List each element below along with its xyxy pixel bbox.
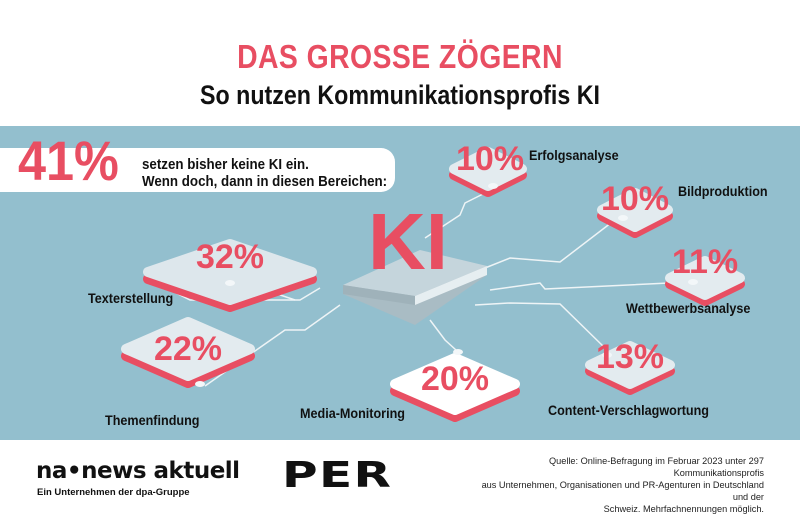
banner-line-2: Wenn doch, dann in diesen Bereichen: [142, 174, 388, 190]
pct-erfolgsanalyse: 10% [455, 140, 525, 178]
source-note: Quelle: Online-Befragung im Februar 2023… [464, 455, 764, 515]
pct-media-monitoring: 20% [420, 360, 490, 398]
pct-content-verschlagwortung: 13% [595, 338, 665, 376]
chip-icon [343, 250, 487, 325]
label-wettbewerbsanalyse: Wettbewerbsanalyse [626, 300, 751, 316]
pct-texterstellung: 32% [195, 238, 265, 276]
banner-text: setzen bisher keine KI ein. Wenn doch, d… [142, 157, 387, 191]
tile-32 [143, 239, 317, 312]
ki-label: KI [368, 197, 448, 286]
tile-11 [665, 256, 745, 306]
banner-line-1: setzen bisher keine KI ein. [142, 157, 309, 173]
label-media-monitoring: Media-Monitoring [300, 405, 405, 421]
source-line-2: aus Unternehmen, Organisationen und PR-A… [481, 480, 764, 502]
tile-20 [390, 353, 520, 422]
page-title: DAS GROSSE ZÖGERN [237, 38, 563, 75]
page-subtitle: So nutzen Kommunikationsprofis KI [200, 80, 600, 110]
news-aktuell-tagline: Ein Unternehmen der dpa-Gruppe [37, 487, 190, 498]
tile-22 [121, 317, 255, 388]
pct-wettbewerbsanalyse: 11% [671, 243, 739, 281]
source-line-3: Schweiz. Mehrfachnennungen möglich. [603, 504, 764, 514]
no-ai-percent: 41% [18, 129, 119, 192]
label-erfolgsanalyse: Erfolgsanalyse [529, 147, 619, 163]
label-themenfindung: Themenfindung [105, 412, 200, 428]
per-logo: PER [282, 455, 393, 496]
pct-themenfindung: 22% [153, 330, 223, 368]
source-line-1: Quelle: Online-Befragung im Februar 2023… [548, 456, 764, 478]
tile-10-bild [597, 188, 673, 238]
news-aktuell-logo: na•news aktuell [36, 458, 240, 484]
banner [0, 148, 395, 192]
circuit-illustration [121, 147, 745, 422]
label-content-verschlagwortung: Content-Verschlagwortung [548, 402, 710, 418]
label-texterstellung: Texterstellung [88, 290, 174, 306]
pct-bildproduktion: 10% [600, 180, 670, 218]
label-bildproduktion: Bildproduktion [678, 183, 768, 199]
